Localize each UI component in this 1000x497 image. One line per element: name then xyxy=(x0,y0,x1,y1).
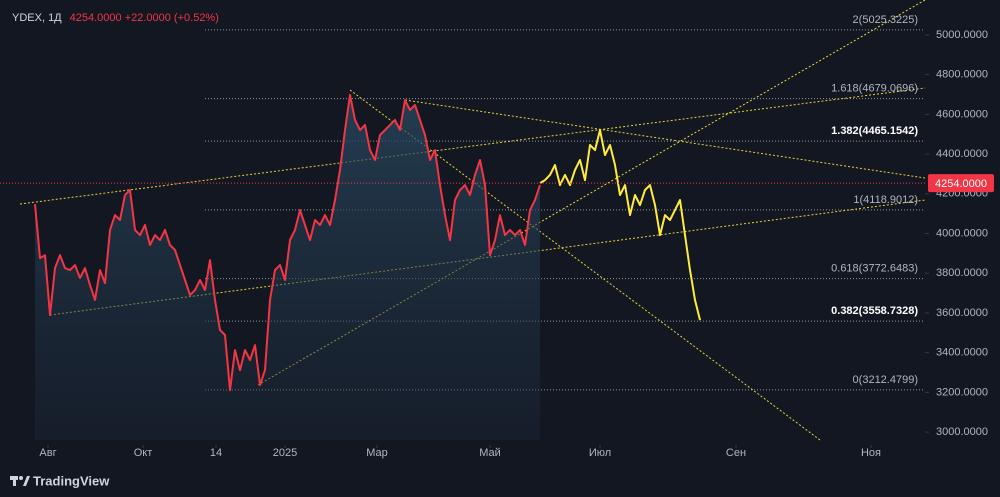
fib-label: 0(3212.4799) xyxy=(853,374,918,386)
x-tick-label: Май xyxy=(479,447,501,459)
fib-label: 2(5025.3225) xyxy=(853,14,918,26)
price-line xyxy=(34,93,541,392)
symbol: YDEX, 1Д xyxy=(12,12,62,24)
fib-label: 1.618(4679.0696) xyxy=(831,83,918,95)
y-tick-label: 3000.0000 xyxy=(936,426,988,438)
price-line xyxy=(539,129,701,321)
x-tick-label: Авг xyxy=(39,447,56,459)
x-tick-label: Окт xyxy=(134,447,153,459)
header: YDEX, 1Д 4254.0000 +22.0000 (+0.52%) xyxy=(12,12,219,24)
y-tick-label: 3600.0000 xyxy=(936,307,988,319)
last-price-box xyxy=(928,174,994,193)
y-tick-label: 4400.0000 xyxy=(936,148,988,160)
y-tick-label: 4600.0000 xyxy=(936,108,988,120)
last-price-label: 4254.0000 xyxy=(935,178,987,190)
quote: 4254.0000 +22.0000 (+0.52%) xyxy=(70,12,219,24)
fib-label: 0.618(3772.6483) xyxy=(831,263,918,275)
trend-line xyxy=(19,87,925,205)
x-tick-label: Ноя xyxy=(861,447,881,459)
brand: TradingView xyxy=(33,473,110,488)
y-tick-label: 3200.0000 xyxy=(936,386,988,398)
plot-area xyxy=(0,0,925,441)
x-tick-label: Июл xyxy=(589,447,611,459)
x-tick-label: Мар xyxy=(366,447,388,459)
x-tick-label: 2025 xyxy=(273,447,297,459)
y-tick-label: 3400.0000 xyxy=(936,347,988,359)
fib-label: 1(4118.9012) xyxy=(853,194,918,206)
y-tick-label: 5000.0000 xyxy=(936,29,988,41)
y-tick-label: 4000.0000 xyxy=(936,227,988,239)
y-tick-label: 3800.0000 xyxy=(936,267,988,279)
x-tick-label: 14 xyxy=(210,447,222,459)
fib-label: 0.382(3558.7328) xyxy=(831,305,918,317)
brand-logo xyxy=(10,476,30,486)
x-tick-label: Сен xyxy=(726,447,746,459)
fib-label: 1.382(4465.1542) xyxy=(831,125,918,137)
y-tick-label: 4800.0000 xyxy=(936,69,988,81)
